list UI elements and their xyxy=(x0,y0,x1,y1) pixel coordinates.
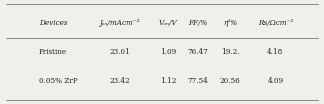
Text: 4.18: 4.18 xyxy=(267,48,284,56)
Text: 0.05% ZrP: 0.05% ZrP xyxy=(39,77,77,85)
Text: Jₛₙ/mAcm⁻²: Jₛₙ/mAcm⁻² xyxy=(99,19,140,27)
Text: 77.54: 77.54 xyxy=(187,77,208,85)
Text: Devices: Devices xyxy=(39,19,67,27)
Text: 23.42: 23.42 xyxy=(110,77,130,85)
Text: 19.2.: 19.2. xyxy=(221,48,239,56)
Text: 4.09: 4.09 xyxy=(267,77,284,85)
Text: Pristine: Pristine xyxy=(39,48,67,56)
Text: 76.47: 76.47 xyxy=(187,48,208,56)
Text: 23.01: 23.01 xyxy=(110,48,130,56)
Text: Rs/Ωcm⁻²: Rs/Ωcm⁻² xyxy=(258,19,293,27)
Text: ηᵈ%: ηᵈ% xyxy=(223,19,237,27)
Text: 1.12: 1.12 xyxy=(160,77,177,85)
Text: Vₒₙ/V: Vₒₙ/V xyxy=(159,19,178,27)
Text: 1.09: 1.09 xyxy=(160,48,177,56)
Text: 20.56: 20.56 xyxy=(220,77,240,85)
Text: FF/%: FF/% xyxy=(188,19,207,27)
